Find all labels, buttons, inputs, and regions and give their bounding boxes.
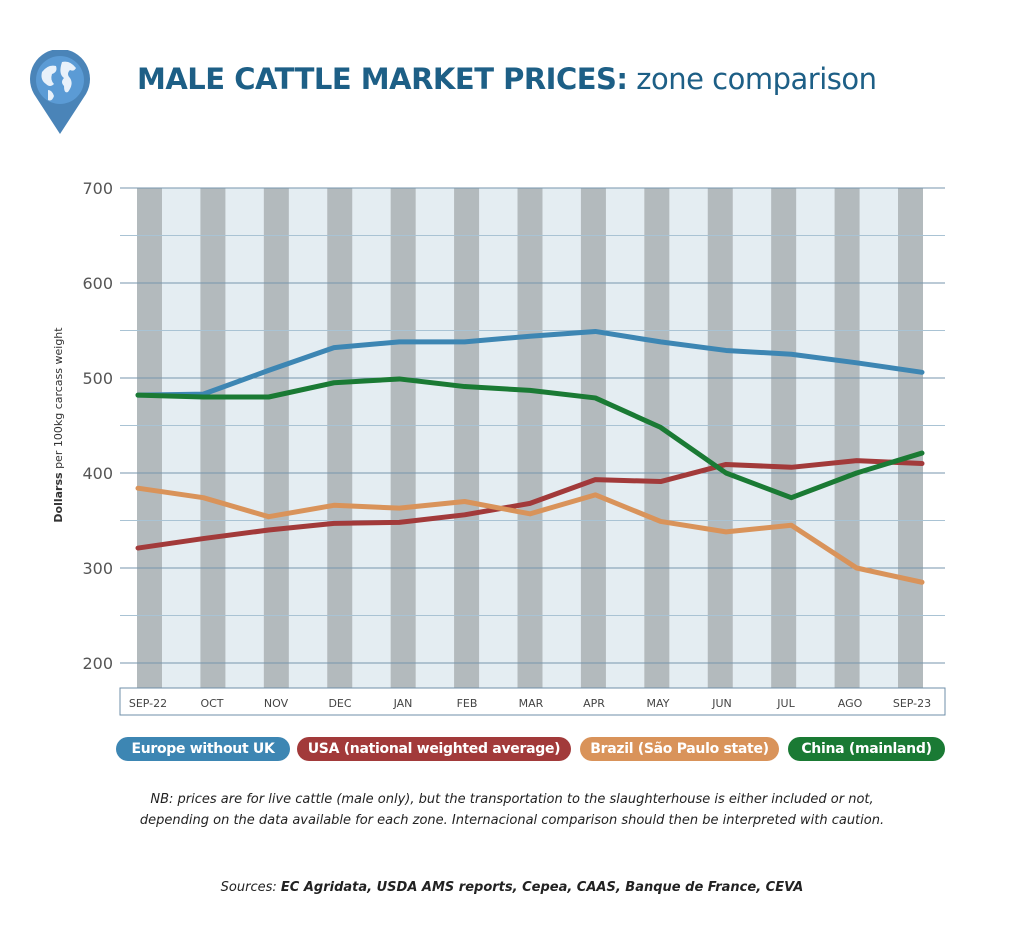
month-band — [390, 188, 416, 688]
page-title: MALE CATTLE MARKET PRICES: zone comparis… — [137, 62, 877, 96]
legend-item: Europe without UK — [116, 737, 290, 761]
month-band — [200, 188, 226, 688]
month-band — [454, 188, 480, 688]
x-tick-label: APR — [583, 697, 605, 710]
sources-list: EC Agridata, USDA AMS reports, Cepea, CA… — [280, 880, 804, 895]
x-tick-label: JAN — [393, 697, 413, 710]
month-band — [327, 188, 353, 688]
x-tick-label: MAR — [519, 697, 544, 710]
x-tick-label: JUL — [776, 697, 795, 710]
x-tick-label: AGO — [838, 697, 863, 710]
x-tick-label: JUN — [711, 697, 732, 710]
x-tick-label: FEB — [457, 697, 478, 710]
x-tick-label: SEP-23 — [893, 697, 931, 710]
x-tick-label: SEP-22 — [129, 697, 167, 710]
month-band — [834, 188, 860, 688]
legend-item: Brazil (São Paulo state) — [580, 737, 779, 761]
y-tick-label: 600 — [82, 274, 113, 293]
month-band — [644, 188, 670, 688]
globe-pin-icon — [30, 50, 90, 134]
sources-label: Sources: — [220, 880, 281, 895]
month-band — [517, 188, 543, 688]
series-brazil-s-o-paulo-state- — [135, 485, 925, 585]
y-tick-label: 700 — [82, 179, 113, 198]
note-line-1: NB: prices are for live cattle (male onl… — [150, 792, 874, 807]
month-band — [263, 188, 289, 688]
series-china-mainland- — [135, 376, 925, 501]
month-band — [771, 188, 797, 688]
series-usa-national-weighted-average- — [135, 458, 925, 551]
legend-item: China (mainland) — [788, 737, 945, 761]
month-band — [137, 188, 162, 688]
x-axis-box — [119, 687, 946, 716]
title-bold: MALE CATTLE MARKET PRICES: — [137, 62, 628, 96]
month-band — [580, 188, 606, 688]
legend-item: USA (national weighted average) — [297, 737, 571, 761]
y-tick-label: 200 — [82, 654, 113, 673]
line-chart: 200 300 400 500 600 700 Dollarss per 100kg ca… — [52, 179, 946, 716]
y-tick-label: 300 — [82, 559, 113, 578]
y-tick-label: 500 — [82, 369, 113, 388]
x-tick-label: NOV — [264, 697, 289, 710]
y-tick-label: 400 — [82, 464, 113, 483]
title-rest: zone comparison — [627, 62, 877, 96]
sources: Sources: EC Agridata, USDA AMS reports, … — [0, 880, 1024, 895]
month-band — [898, 188, 923, 688]
x-tick-label: DEC — [328, 697, 351, 710]
month-band — [707, 188, 733, 688]
note-line-2: depending on the data available for each… — [139, 813, 885, 828]
y-axis-label: Dollarss per 100kg carcass weight — [52, 327, 65, 523]
x-tick-label: MAY — [647, 697, 670, 710]
x-tick-label: OCT — [200, 697, 223, 710]
